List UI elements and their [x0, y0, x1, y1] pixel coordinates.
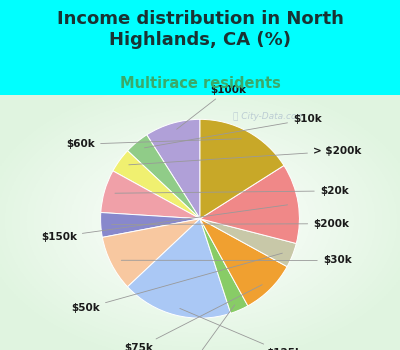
Wedge shape: [200, 166, 299, 244]
Wedge shape: [100, 212, 200, 237]
Text: $30k: $30k: [121, 256, 352, 266]
Text: $75k: $75k: [124, 285, 262, 350]
Wedge shape: [200, 219, 296, 267]
Text: $40k: $40k: [180, 305, 235, 350]
Wedge shape: [113, 151, 200, 219]
Text: $150k: $150k: [41, 205, 288, 242]
Wedge shape: [200, 219, 248, 313]
Text: ⓘ City-Data.com: ⓘ City-Data.com: [234, 112, 306, 121]
Text: $60k: $60k: [66, 139, 241, 149]
Text: $10k: $10k: [144, 114, 322, 148]
Text: $20k: $20k: [115, 186, 348, 196]
Text: Income distribution in North
Highlands, CA (%): Income distribution in North Highlands, …: [56, 10, 344, 49]
Text: $125k: $125k: [180, 308, 302, 350]
Text: $50k: $50k: [71, 253, 282, 313]
Text: $200k: $200k: [112, 219, 349, 229]
Wedge shape: [128, 219, 231, 318]
Wedge shape: [128, 135, 200, 219]
Text: $100k: $100k: [177, 85, 246, 129]
Wedge shape: [200, 119, 284, 219]
Wedge shape: [101, 171, 200, 219]
Wedge shape: [200, 219, 287, 306]
Text: Multirace residents: Multirace residents: [120, 76, 280, 91]
Wedge shape: [102, 219, 200, 287]
Wedge shape: [147, 119, 200, 219]
Text: > $200k: > $200k: [129, 146, 361, 165]
